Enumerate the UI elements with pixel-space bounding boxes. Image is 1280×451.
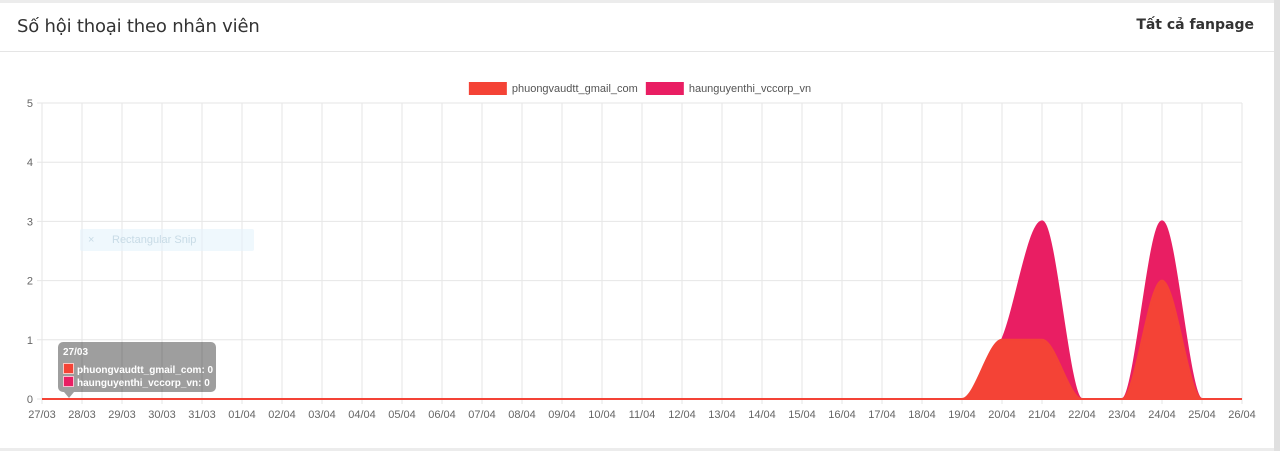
x-tick-label: 17/04 [868,409,896,421]
x-tick-label: 07/04 [468,409,496,421]
y-tick-label: 3 [27,216,33,228]
card-header: Số hội thoại theo nhân viên Tất cả fanpa… [0,3,1274,52]
tooltip-row-text: haunguyenthi_vccorp_vn: 0 [77,378,210,389]
tooltip-swatch-icon [63,376,74,387]
x-tick-label: 08/04 [508,409,536,421]
x-tick-label: 26/04 [1228,409,1256,421]
x-tick-label: 24/04 [1148,409,1176,421]
x-tick-label: 11/04 [629,409,656,421]
series-area-1 [41,279,1242,400]
x-tick-label: 23/04 [1108,409,1136,421]
x-tick-label: 09/04 [548,409,576,421]
tooltip-row-series-1: phuongvaudtt_gmail_com: 0 [63,363,214,376]
x-tick-label: 04/04 [348,409,376,421]
x-tick-label: 13/04 [708,409,736,421]
tooltip-caret [64,392,74,398]
x-tick-label: 21/04 [1028,409,1056,421]
y-tick-label: 0 [27,394,33,406]
x-tick-label: 19/04 [948,409,976,421]
x-tick-label: 30/03 [148,409,176,421]
close-icon: × [88,234,95,246]
fanpage-scope-link[interactable]: Tất cả fanpage [1136,17,1254,33]
tooltip-row-text: phuongvaudtt_gmail_com: 0 [77,365,214,376]
x-tick-label: 18/04 [908,409,936,421]
tooltip-swatch-icon [63,363,74,374]
legend-label-1: phuongvaudtt_gmail_com [512,83,638,95]
legend-swatch-2 [645,82,684,95]
x-tick-label: 02/04 [268,409,296,421]
snip-label: Rectangular Snip [112,234,197,246]
x-tick-label: 14/04 [748,409,776,421]
rectangular-snip-overlay: × Rectangular Snip [80,229,254,251]
chart-areas [41,220,1242,400]
tooltip-row-series-2: haunguyenthi_vccorp_vn: 0 [63,376,210,389]
page-scrollbar[interactable] [1274,0,1280,451]
legend-swatch-1 [468,82,507,95]
x-tick-label: 28/03 [68,409,96,421]
y-tick-label: 1 [27,335,33,347]
x-tick-label: 25/04 [1188,409,1216,421]
tooltip-title: 27/03 [63,347,89,358]
y-tick-label: 4 [27,157,33,169]
y-tick-label: 5 [27,98,33,110]
x-tick-label: 22/04 [1068,409,1096,421]
x-tick-label: 20/04 [988,409,1016,421]
legend-label-2: haunguyenthi_vccorp_vn [689,83,811,95]
card-title: Số hội thoại theo nhân viên [17,16,260,37]
x-tick-label: 31/03 [188,409,216,421]
x-tick-label: 16/04 [828,409,856,421]
x-tick-label: 06/04 [428,409,456,421]
x-tick-label: 12/04 [668,409,696,421]
chart-axes: 27/03 28/03 29/03 30/03 31/03 01/04 02/04 03/04… [27,98,1256,421]
x-tick-label: 03/04 [308,409,336,421]
x-tick-label: 27/03 [28,409,56,421]
x-tick-label: 29/03 [108,409,136,421]
chart-legend: phuongvaudtt_gmail_com haunguyenthi_vccor… [468,82,811,95]
x-tick-label: 15/04 [788,409,816,421]
chart-card: Số hội thoại theo nhân viên Tất cả fanpa… [0,3,1274,448]
chart-tooltip: 27/03 phuongvaudtt_gmail_com: 0 haunguye… [58,342,216,392]
x-tick-label: 10/04 [588,409,616,421]
x-tick-label: 01/04 [228,409,256,421]
y-tick-label: 2 [27,276,33,288]
x-tick-label: 05/04 [388,409,416,421]
